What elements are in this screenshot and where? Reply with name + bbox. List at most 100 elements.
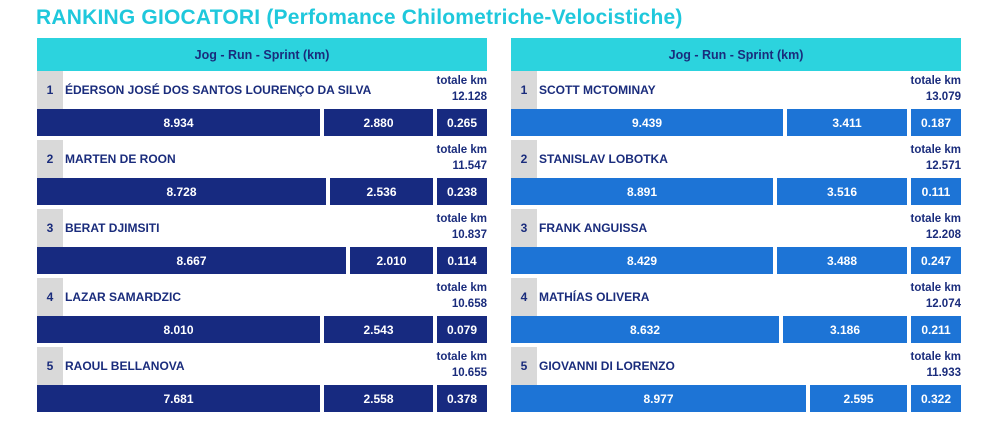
sprint-bar: 0.247	[911, 247, 961, 274]
distance-bars: 9.439 3.411 0.187	[511, 109, 961, 140]
player-row: 3 BERAT DJIMSITI totale km 10.837	[37, 209, 487, 247]
total-km-label: totale km	[436, 282, 488, 294]
jog-bar: 8.010	[37, 316, 320, 343]
player-name: SCOTT MCTOMINAY	[539, 83, 656, 97]
jog-bar: 8.632	[511, 316, 779, 343]
sprint-bar: 0.111	[911, 178, 961, 205]
total-km-value: 10.658	[451, 298, 487, 310]
total-km: totale km 11.933	[911, 349, 962, 381]
distance-bars: 8.010 2.543 0.079	[37, 316, 487, 347]
total-km-label: totale km	[910, 213, 962, 225]
player-row: 1 ÉDERSON JOSÉ DOS SANTOS LOURENÇO DA SI…	[37, 71, 487, 109]
rank-number: 4	[511, 278, 537, 316]
player-row: 5 RAOUL BELLANOVA totale km 10.655	[37, 347, 487, 385]
distance-bars: 8.728 2.536 0.238	[37, 178, 487, 209]
rank-number: 5	[37, 347, 63, 385]
distance-bars: 8.934 2.880 0.265	[37, 109, 487, 140]
ranking-panel-right: Jog - Run - Sprint (km) 1 SCOTT MCTOMINA…	[511, 38, 961, 416]
distance-bars: 8.429 3.488 0.247	[511, 247, 961, 278]
jog-bar: 7.681	[37, 385, 320, 412]
total-km-value: 10.655	[451, 367, 487, 379]
jog-bar: 8.977	[511, 385, 806, 412]
total-km-label: totale km	[436, 75, 488, 87]
total-km: totale km 12.571	[911, 142, 962, 174]
ranking-panel-left: Jog - Run - Sprint (km) 1 ÉDERSON JOSÉ D…	[37, 38, 487, 416]
total-km: totale km 10.655	[437, 349, 488, 381]
distance-bars: 8.632 3.186 0.211	[511, 316, 961, 347]
player-row: 1 SCOTT MCTOMINAY totale km 13.079	[511, 71, 961, 109]
jog-bar: 8.429	[511, 247, 773, 274]
jog-bar: 8.934	[37, 109, 320, 136]
rank-number: 3	[37, 209, 63, 247]
run-bar: 2.543	[324, 316, 433, 343]
total-km-label: totale km	[910, 351, 962, 363]
run-bar: 2.536	[330, 178, 433, 205]
run-bar: 2.595	[810, 385, 907, 412]
player-row: 4 MATHÍAS OLIVERA totale km 12.074	[511, 278, 961, 316]
page-title: RANKING GIOCATORI (Perfomance Chilometri…	[36, 6, 683, 29]
total-km: totale km 12.128	[437, 73, 488, 105]
total-km: totale km 10.837	[437, 211, 488, 243]
total-km-label: totale km	[910, 282, 962, 294]
total-km: totale km 11.547	[437, 142, 488, 174]
total-km: totale km 12.074	[911, 280, 962, 312]
player-name: GIOVANNI DI LORENZO	[539, 359, 675, 373]
jog-bar: 9.439	[511, 109, 783, 136]
distance-bars: 8.667 2.010 0.114	[37, 247, 487, 278]
jog-bar: 8.728	[37, 178, 326, 205]
sprint-bar: 0.079	[437, 316, 487, 343]
total-km-value: 13.079	[925, 91, 961, 103]
jog-bar: 8.891	[511, 178, 773, 205]
total-km-value: 11.547	[452, 160, 487, 172]
player-name: STANISLAV LOBOTKA	[539, 152, 668, 166]
run-bar: 3.186	[783, 316, 907, 343]
total-km: totale km 10.658	[437, 280, 488, 312]
total-km-value: 12.571	[925, 160, 961, 172]
total-km-label: totale km	[910, 75, 962, 87]
player-row: 5 GIOVANNI DI LORENZO totale km 11.933	[511, 347, 961, 385]
total-km-label: totale km	[436, 144, 488, 156]
distance-bars: 7.681 2.558 0.378	[37, 385, 487, 416]
sprint-bar: 0.265	[437, 109, 487, 136]
distance-bars: 8.977 2.595 0.322	[511, 385, 961, 416]
sprint-bar: 0.114	[437, 247, 487, 274]
distance-bars: 8.891 3.516 0.111	[511, 178, 961, 209]
total-km-label: totale km	[436, 351, 488, 363]
rank-number: 1	[511, 71, 537, 109]
player-name: BERAT DJIMSITI	[65, 221, 160, 235]
run-bar: 3.488	[777, 247, 907, 274]
total-km-value: 10.837	[451, 229, 487, 241]
player-name: LAZAR SAMARDZIC	[65, 290, 181, 304]
run-bar: 2.010	[350, 247, 433, 274]
player-name: MARTEN DE ROON	[65, 152, 176, 166]
total-km: totale km 12.208	[911, 211, 962, 243]
panel-header: Jog - Run - Sprint (km)	[37, 38, 487, 71]
run-bar: 2.880	[324, 109, 433, 136]
sprint-bar: 0.378	[437, 385, 487, 412]
rank-number: 2	[511, 140, 537, 178]
jog-bar: 8.667	[37, 247, 346, 274]
total-km-label: totale km	[436, 213, 488, 225]
sprint-bar: 0.211	[911, 316, 961, 343]
rank-number: 2	[37, 140, 63, 178]
total-km-label: totale km	[910, 144, 962, 156]
total-km: totale km 13.079	[911, 73, 962, 105]
rank-number: 1	[37, 71, 63, 109]
panel-header: Jog - Run - Sprint (km)	[511, 38, 961, 71]
sprint-bar: 0.187	[911, 109, 961, 136]
rank-number: 3	[511, 209, 537, 247]
total-km-value: 12.074	[925, 298, 961, 310]
rank-number: 5	[511, 347, 537, 385]
player-row: 3 FRANK ANGUISSA totale km 12.208	[511, 209, 961, 247]
player-name: ÉDERSON JOSÉ DOS SANTOS LOURENÇO DA SILV…	[65, 83, 372, 97]
player-row: 2 STANISLAV LOBOTKA totale km 12.571	[511, 140, 961, 178]
player-row: 4 LAZAR SAMARDZIC totale km 10.658	[37, 278, 487, 316]
player-name: RAOUL BELLANOVA	[65, 359, 185, 373]
run-bar: 3.516	[777, 178, 907, 205]
sprint-bar: 0.322	[911, 385, 961, 412]
player-row: 2 MARTEN DE ROON totale km 11.547	[37, 140, 487, 178]
sprint-bar: 0.238	[437, 178, 487, 205]
player-name: MATHÍAS OLIVERA	[539, 290, 650, 304]
total-km-value: 11.933	[926, 367, 961, 379]
rank-number: 4	[37, 278, 63, 316]
